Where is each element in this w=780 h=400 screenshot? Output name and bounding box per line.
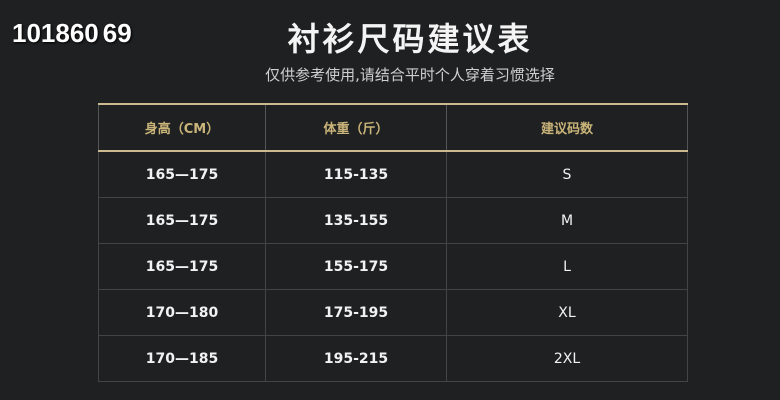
cell-size: L [446, 243, 688, 290]
watermark-overlay-b: 69 [102, 18, 132, 48]
watermark-overlay-a: 60 [69, 18, 99, 48]
table-header-row: 身高（CM） 体重（斤） 建议码数 [98, 103, 688, 152]
cell-height: 170—180 [98, 289, 266, 336]
cell-size: S [446, 150, 688, 198]
cell-height: 165—175 [98, 150, 266, 198]
cell-height: 170—185 [98, 335, 266, 382]
watermark-text: 1018 [12, 18, 70, 48]
header-weight: 体重（斤） [265, 103, 447, 152]
table-row: 170—185 195-215 2XL [98, 335, 688, 382]
cell-weight: 175-195 [265, 289, 447, 336]
table-row: 165—175 155-175 L [98, 243, 688, 290]
cell-weight: 195-215 [265, 335, 447, 382]
cell-height: 165—175 [98, 197, 266, 244]
table-row: 165—175 135-155 M [98, 197, 688, 244]
cell-height: 165—175 [98, 243, 266, 290]
cell-weight: 115-135 [265, 150, 447, 198]
table-row: 170—180 175-195 XL [98, 289, 688, 336]
cell-size: 2XL [446, 335, 688, 382]
page-subtitle: 仅供参考使用,请结合平时个人穿着习惯选择 [265, 66, 555, 84]
watermark: 101860 69 [12, 18, 132, 49]
cell-size: XL [446, 289, 688, 336]
page-title: 衬衫尺码建议表 [287, 20, 533, 58]
header-size: 建议码数 [446, 103, 688, 152]
cell-weight: 135-155 [265, 197, 447, 244]
size-table: 身高（CM） 体重（斤） 建议码数 165—175 115-135 S 165—175… [98, 103, 688, 382]
cell-size: M [446, 197, 688, 244]
header-height: 身高（CM） [98, 103, 266, 152]
cell-weight: 155-175 [265, 243, 447, 290]
table-row: 165—175 115-135 S [98, 150, 688, 198]
